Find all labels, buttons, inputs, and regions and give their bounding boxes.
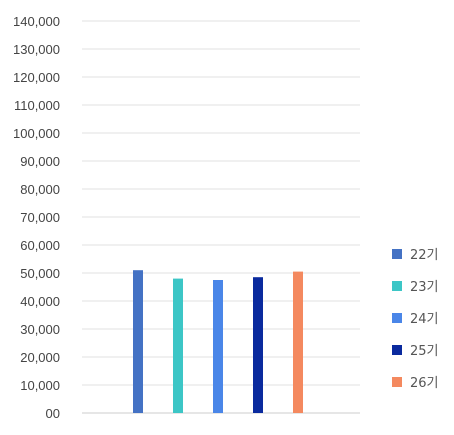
legend: 22기 23기 24기 25기 26기 [392, 248, 439, 391]
y-tick-label: 110,000 [14, 98, 60, 113]
y-tick-label: 30,000 [20, 322, 60, 337]
legend-swatch [392, 377, 402, 387]
bar [173, 278, 183, 413]
y-tick-label: 140,000 [13, 14, 60, 29]
y-tick-label: 120,000 [13, 70, 60, 85]
bar [293, 271, 303, 413]
bar [253, 277, 263, 413]
y-tick-label: 60,000 [20, 238, 60, 253]
y-tick-label: 100,000 [13, 126, 60, 141]
y-tick-label: 90,000 [20, 154, 60, 169]
legend-label: 24기 [410, 312, 439, 327]
legend-label: 26기 [410, 376, 439, 391]
bars [133, 270, 303, 413]
y-tick-label: 80,000 [20, 182, 60, 197]
legend-swatch [392, 249, 402, 259]
legend-swatch [392, 281, 402, 291]
y-tick-label: 00 [46, 406, 60, 421]
y-tick-label: 20,000 [20, 350, 60, 365]
bar [133, 270, 143, 413]
y-tick-label: 40,000 [20, 294, 60, 309]
y-tick-label: 130,000 [13, 42, 60, 57]
legend-label: 23기 [410, 280, 439, 295]
bar [213, 280, 223, 413]
y-tick-label: 70,000 [20, 210, 60, 225]
legend-label: 22기 [410, 248, 439, 263]
legend-swatch [392, 313, 402, 323]
legend-swatch [392, 345, 402, 355]
y-tick-label: 10,000 [20, 378, 60, 393]
y-axis-tick-labels: 00 10,000 20,000 30,000 40,000 50,000 60,000 70… [13, 14, 60, 421]
legend-label: 25기 [410, 344, 439, 359]
y-tick-label: 50,000 [20, 266, 60, 281]
